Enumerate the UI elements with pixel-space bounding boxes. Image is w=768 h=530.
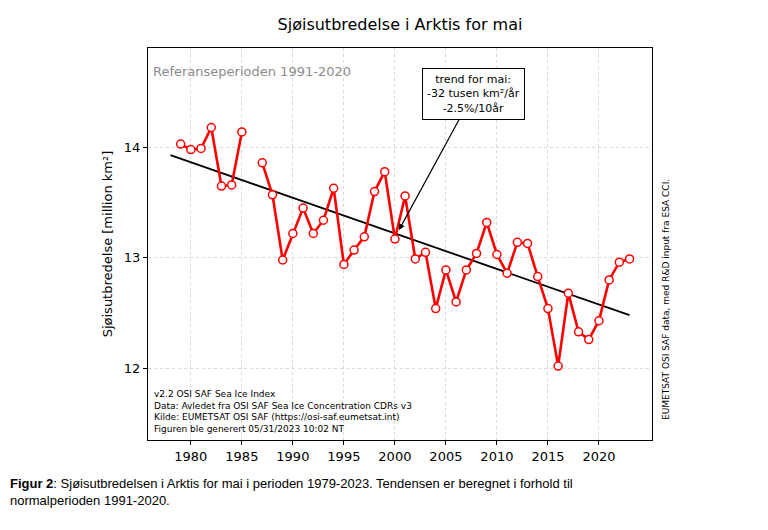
svg-text:12: 12 <box>124 361 141 376</box>
svg-text:2010: 2010 <box>480 449 513 464</box>
svg-text:Sjøisutbredelse [million km²]: Sjøisutbredelse [million km²] <box>100 151 115 338</box>
svg-text:1995: 1995 <box>327 449 360 464</box>
svg-text:EUMETSAT OSI SAF data, med R&D: EUMETSAT OSI SAF data, med R&D input fra… <box>661 179 671 420</box>
svg-text:1990: 1990 <box>276 449 309 464</box>
svg-text:2000: 2000 <box>378 449 411 464</box>
svg-text:Sjøisutbredelse i Arktis for m: Sjøisutbredelse i Arktis for mai <box>278 15 523 34</box>
svg-text:trend for mai:-32 tusen km²/år: trend for mai:-32 tusen km²/år-2.5%/10år <box>427 73 520 115</box>
svg-text:1985: 1985 <box>225 449 258 464</box>
svg-text:2020: 2020 <box>582 449 615 464</box>
svg-text:Figur 2: Sjøisutbredelsen i Ar: Figur 2: Sjøisutbredelsen i Arktis for m… <box>10 476 573 508</box>
svg-text:14: 14 <box>124 140 141 155</box>
svg-text:2005: 2005 <box>429 449 462 464</box>
svg-text:2015: 2015 <box>531 449 564 464</box>
svg-text:13: 13 <box>124 250 141 265</box>
svg-text:1980: 1980 <box>174 449 207 464</box>
svg-text:Referanseperioden 1991-2020: Referanseperioden 1991-2020 <box>153 64 351 79</box>
svg-text:v2.2 OSI SAF Sea Ice IndexData: v2.2 OSI SAF Sea Ice IndexData: Avledet … <box>154 389 412 434</box>
